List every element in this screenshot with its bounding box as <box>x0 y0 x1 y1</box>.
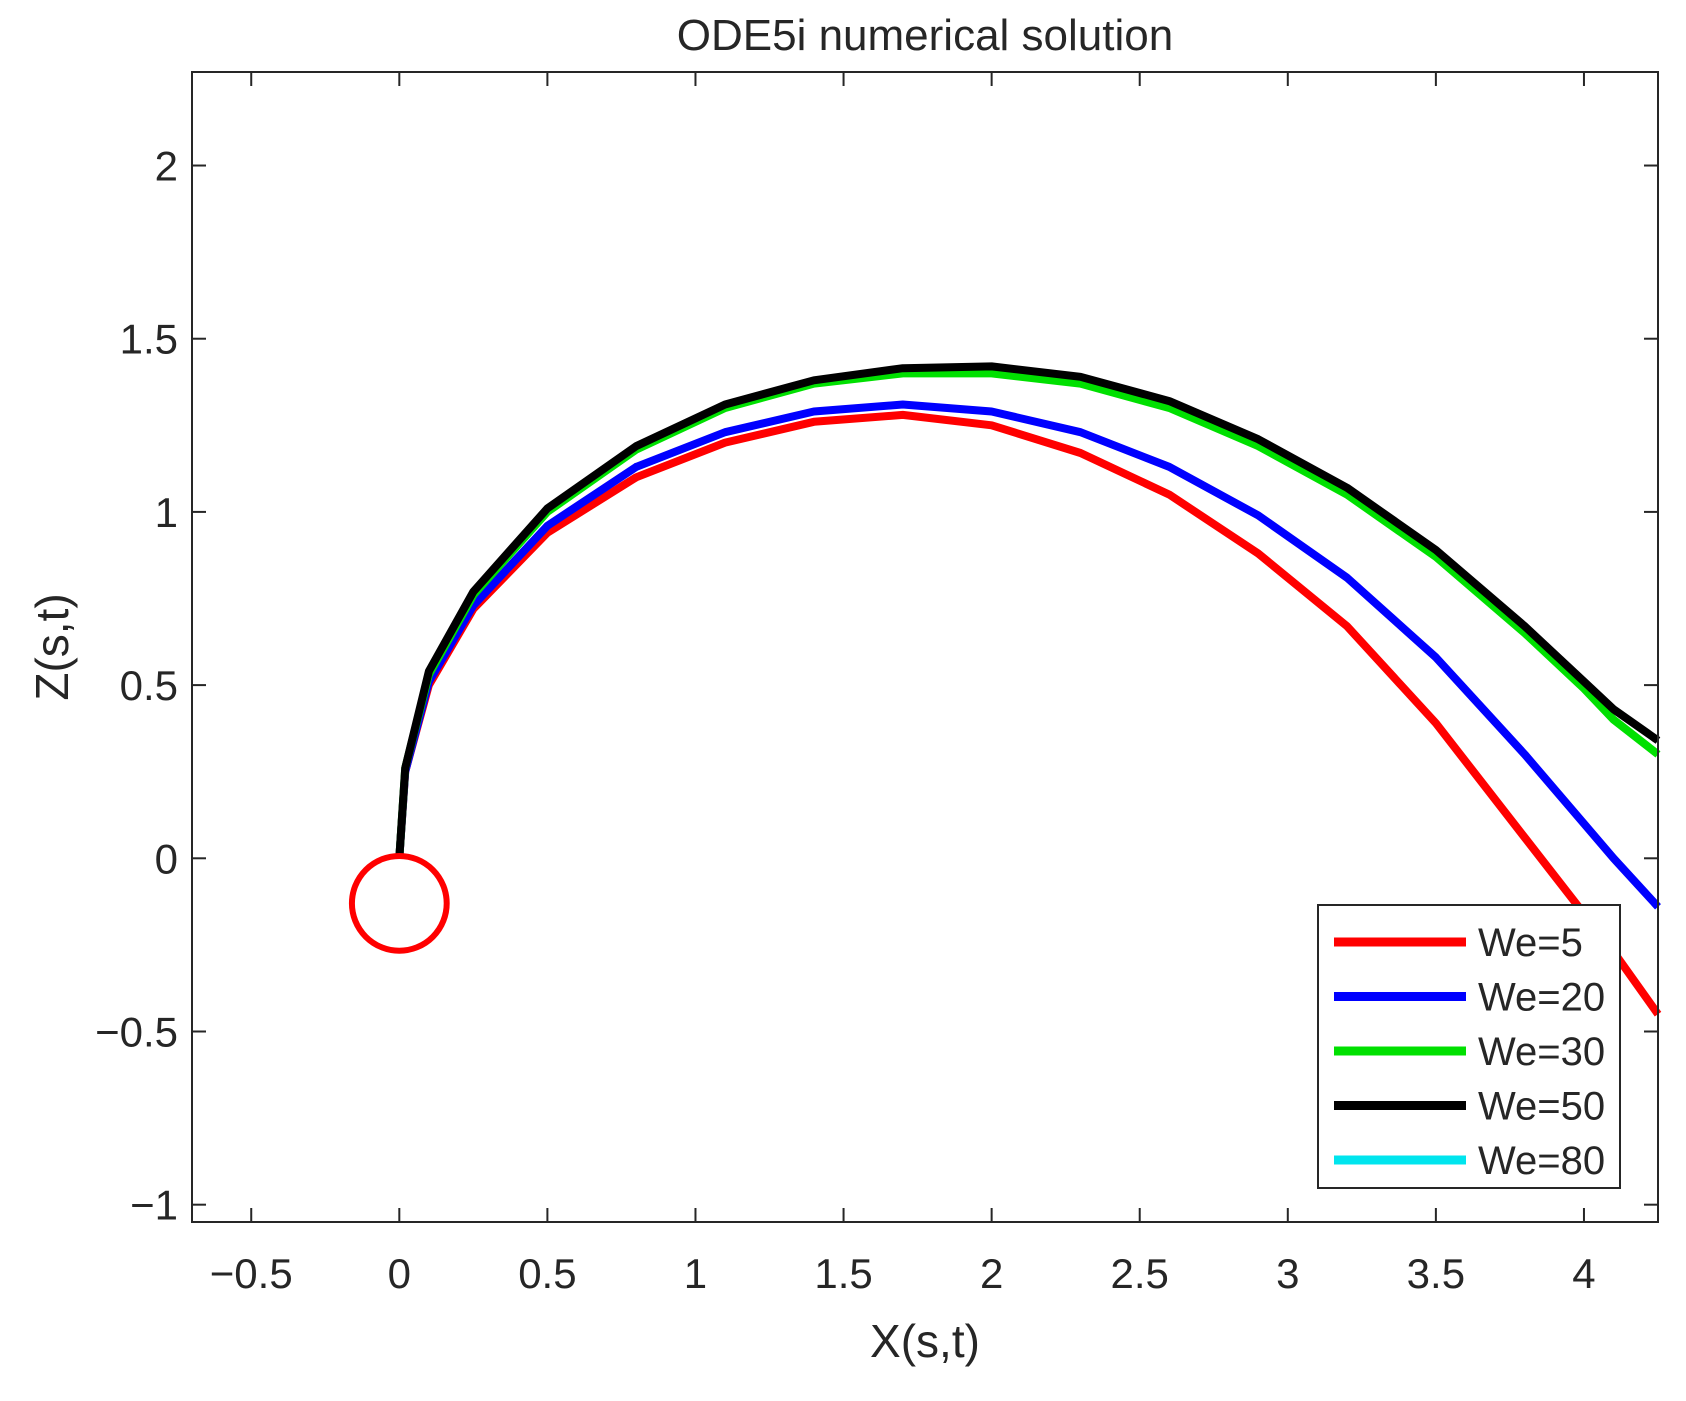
y-tick-label: 0.5 <box>120 662 178 709</box>
series-line-we-50 <box>395 362 1661 859</box>
chart-title: ODE5i numerical solution <box>677 11 1173 60</box>
legend: We=5 We=20 We=30 We=50 We=80 <box>1317 904 1621 1189</box>
x-tick-label: 2.5 <box>1111 1250 1169 1297</box>
legend-label: We=20 <box>1478 976 1605 1020</box>
legend-label: We=30 <box>1478 1030 1605 1074</box>
y-axis-label: Z(s,t) <box>26 593 78 700</box>
x-tick-label: 0 <box>388 1250 411 1297</box>
axes-box <box>191 71 1659 1223</box>
y-tick-label: 0 <box>155 835 178 882</box>
x-tick-label: 3 <box>1276 1250 1299 1297</box>
x-tick-label: −0.5 <box>210 1250 293 1297</box>
tick-layer: −0.5 0 0.5 1 1.5 2 2.5 3 3.5 4 −1 −0.5 0 0.5 1 1.5 2 <box>95 72 1658 1297</box>
legend-label: We=50 <box>1478 1085 1605 1129</box>
x-tick-label: 0.5 <box>518 1250 576 1297</box>
x-tick-label: 1 <box>684 1250 707 1297</box>
y-tick-label: −0.5 <box>95 1008 178 1055</box>
y-tick-label: 2 <box>155 143 178 190</box>
x-tick-label: 3.5 <box>1407 1250 1465 1297</box>
y-tick-label: −1 <box>130 1182 178 1229</box>
x-tick-label: 4 <box>1572 1250 1595 1297</box>
series-line-we-20 <box>395 400 1661 910</box>
y-tick-label: 1.5 <box>120 316 178 363</box>
legend-label: We=5 <box>1478 921 1583 965</box>
droplet-circle <box>348 852 450 954</box>
x-tick-label: 1.5 <box>814 1250 872 1297</box>
legend-label: We=80 <box>1478 1139 1605 1183</box>
annotation-layer <box>348 852 450 954</box>
y-tick-label: 1 <box>155 489 178 536</box>
series-layer <box>395 362 1662 1017</box>
x-tick-label: 2 <box>980 1250 1003 1297</box>
x-axis-label: X(s,t) <box>870 1315 980 1367</box>
